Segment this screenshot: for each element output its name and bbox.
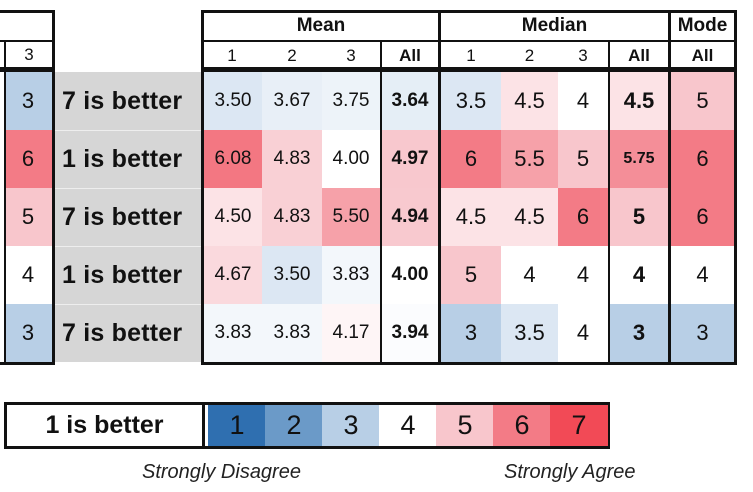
median-cell: 5 [610,188,668,246]
mean-cell: 3.94 [382,304,438,362]
left-partial-cell: 3 [4,72,52,130]
legend-swatch-7: 7 [550,405,608,446]
left-partial-cell: 3 [4,304,52,362]
median-cell: 3 [441,304,501,362]
legend-swatch-5: 5 [436,405,494,446]
mode-cell: 5 [671,72,734,130]
row-label: 7 is better [55,304,201,362]
median-cell: 3.5 [441,72,501,130]
legend-label: 1 is better [7,405,205,446]
legend-swatch-1: 1 [208,405,266,446]
mode-cell: 3 [671,304,734,362]
mean-sub-all: All [399,45,421,65]
mean-cell: 3.50 [262,246,322,304]
left-partial-cell: 6 [4,130,52,188]
median-cell: 4 [558,246,608,304]
median-cell: 3.5 [501,304,558,362]
legend-swatch-3: 3 [322,405,380,446]
mean-cell: 4.17 [322,304,380,362]
mean-sub-2: 2 [287,45,297,65]
row-label: 7 is better [55,72,201,130]
left-partial-header [0,10,55,70]
mean-body [201,69,441,365]
mean-cell: 3.83 [262,304,322,362]
median-cell: 4.5 [610,72,668,130]
mode-body [668,69,737,365]
mean-cell: 4.83 [262,188,322,246]
mean-cell: 4.97 [382,130,438,188]
mean-cell: 6.08 [204,130,262,188]
column-divider [4,72,6,362]
row-label: 1 is better [55,246,201,304]
median-sub-2: 2 [524,45,535,65]
mean-cell: 4.67 [204,246,262,304]
median-sub-1: 1 [466,45,476,65]
mean-cell: 3.83 [322,246,380,304]
mean-cell: 4.50 [204,188,262,246]
mean-cell: 3.83 [204,304,262,362]
mean-cell: 3.75 [322,72,380,130]
median-cell: 4 [558,304,608,362]
median-cell: 4 [501,246,558,304]
median-cell: 6 [441,130,501,188]
mode-cell: 6 [671,188,734,246]
mode-sub-all: All [691,45,714,65]
median-cell: 5 [558,130,608,188]
median-sub-3: 3 [578,45,588,65]
mean-sub-1: 1 [227,45,237,65]
mean-cell: 3.50 [204,72,262,130]
mean-sub-3: 3 [346,45,356,65]
median-cell: 5.5 [501,130,558,188]
left-partial-body [0,69,55,365]
legend-swatch-6: 6 [493,405,551,446]
legend-right-caption: Strongly Agree [504,461,636,483]
mean-cell: 4.94 [382,188,438,246]
mean-cell: 3.67 [262,72,322,130]
column-divider [380,72,382,362]
median-cell: 4.5 [441,188,501,246]
median-cell: 4.5 [501,72,558,130]
median-cell: 6 [558,188,608,246]
legend-left-caption: Strongly Disagree [142,461,301,483]
left-partial-cell: 4 [4,246,52,304]
median-cell: 5 [441,246,501,304]
legend-swatch-4: 4 [379,405,437,446]
median-cell: 4 [558,72,608,130]
mean-group-header: Mean [296,15,346,36]
mean-cell: 5.50 [322,188,380,246]
table-header: 3 Mean Median Mode 1 2 3 All 1 2 3 All A… [0,10,753,70]
mode-group-header: Mode [677,15,728,36]
median-cell: 3 [610,304,668,362]
median-group-header: Median [521,15,588,36]
legend-swatch-2: 2 [265,405,323,446]
median-cell: 4.5 [501,188,558,246]
mean-cell: 4.00 [382,246,438,304]
mode-cell: 6 [671,130,734,188]
median-cell: 4 [610,246,668,304]
median-sub-all: All [628,45,650,65]
mode-cell: 4 [671,246,734,304]
row-label: 1 is better [55,130,201,188]
mean-cell: 3.64 [382,72,438,130]
mean-cell: 4.00 [322,130,380,188]
left-partial-cell: 5 [4,188,52,246]
median-body [438,69,671,365]
column-divider [608,72,610,362]
mean-cell: 4.83 [262,130,322,188]
median-cell: 5.75 [610,130,668,188]
left-partial-subheader: 3 [24,45,34,64]
row-label: 7 is better [55,188,201,246]
